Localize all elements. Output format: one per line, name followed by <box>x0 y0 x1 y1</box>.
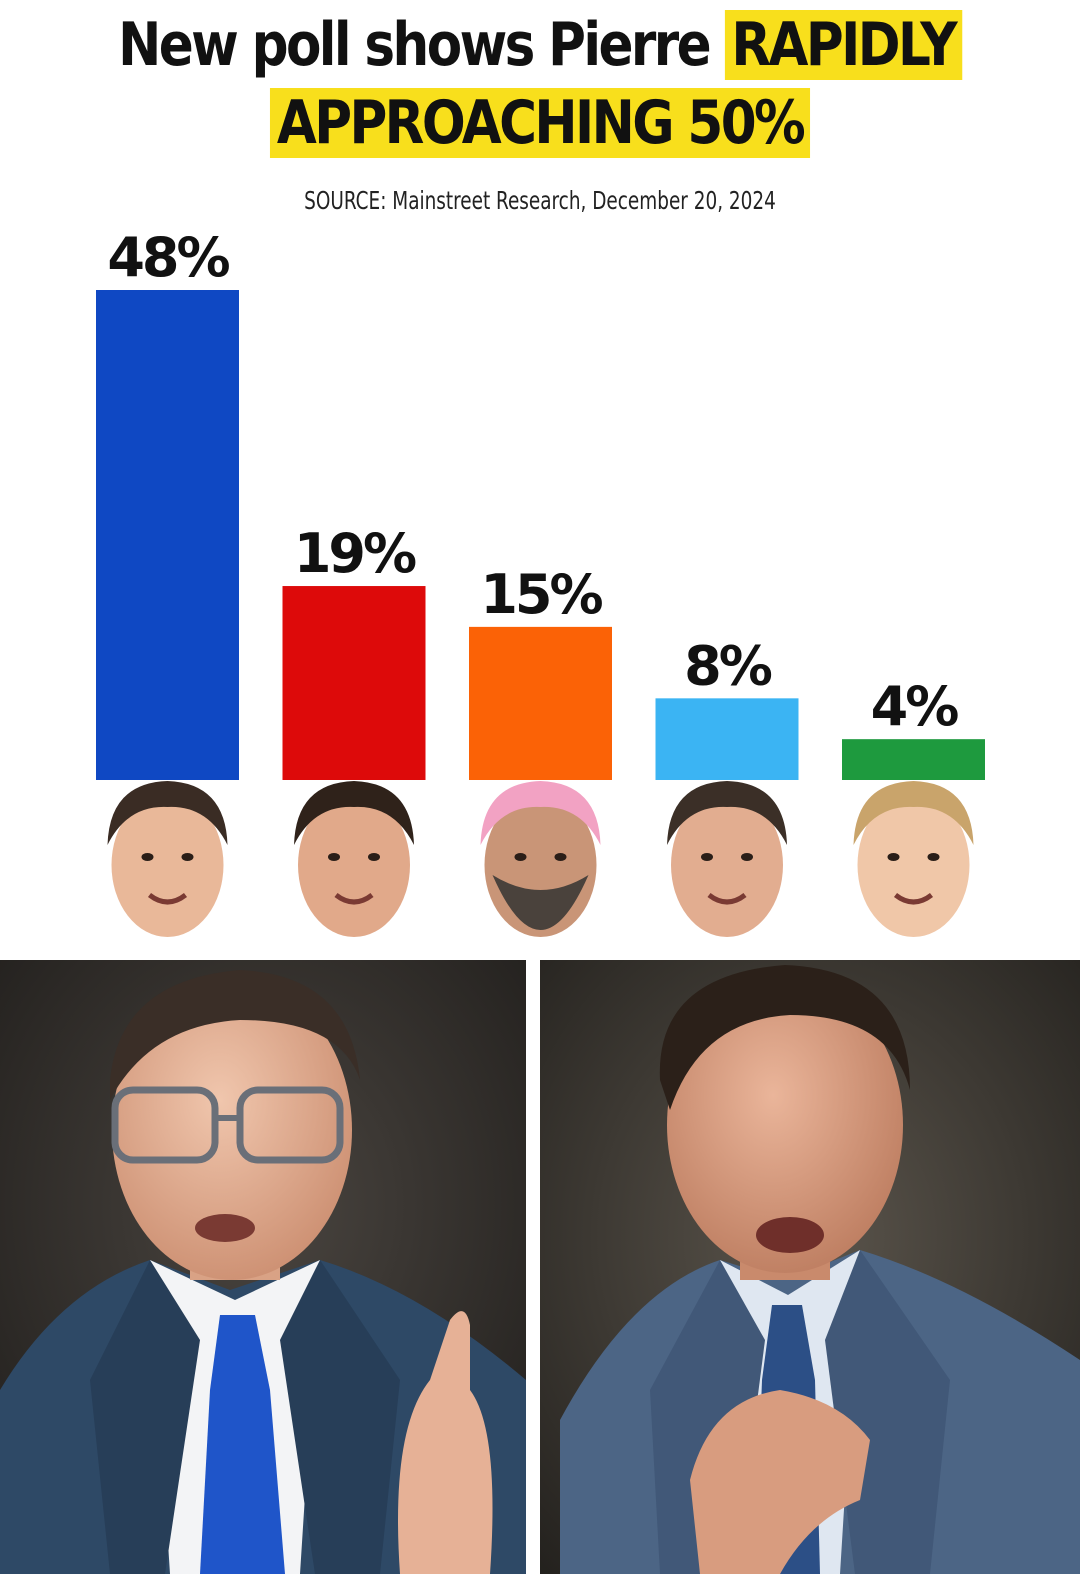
photo-divider <box>526 960 540 1574</box>
title-highlight-rapidly: RAPIDLY <box>724 10 962 80</box>
title-highlight-approaching: APPROACHING 50% <box>269 88 811 158</box>
bar-5 <box>842 739 985 780</box>
bar-2 <box>282 586 426 780</box>
bar-value-label-3: 15% <box>480 563 602 626</box>
bar-1 <box>96 290 239 780</box>
chart-source: SOURCE: Mainstreet Research, December 20… <box>304 186 776 215</box>
bar-value-label-1: 48% <box>107 226 229 289</box>
bar-value-label-4: 8% <box>684 634 772 697</box>
candidate-face-5 <box>853 781 974 937</box>
photo-left-panel <box>0 960 526 1574</box>
photo-right-panel <box>540 960 1080 1574</box>
title-plain: New poll shows Pierre <box>118 10 712 80</box>
candidate-face-4 <box>667 781 787 937</box>
chart-title: New poll shows Pierre RAPIDLY APPROACHIN… <box>76 6 1005 162</box>
bar-3 <box>469 626 612 780</box>
bar-4 <box>655 698 799 780</box>
speaker-left-photo <box>0 960 526 1574</box>
candidate-face-3 <box>480 781 601 937</box>
candidate-face-1 <box>107 781 228 937</box>
candidate-face-2 <box>294 781 414 937</box>
speaker-right-photo <box>540 960 1080 1574</box>
bar-value-label-2: 19% <box>294 522 416 585</box>
bar-chart: 48% 19% 15% 8% 4% <box>96 226 985 937</box>
bar-value-label-5: 4% <box>871 675 959 738</box>
